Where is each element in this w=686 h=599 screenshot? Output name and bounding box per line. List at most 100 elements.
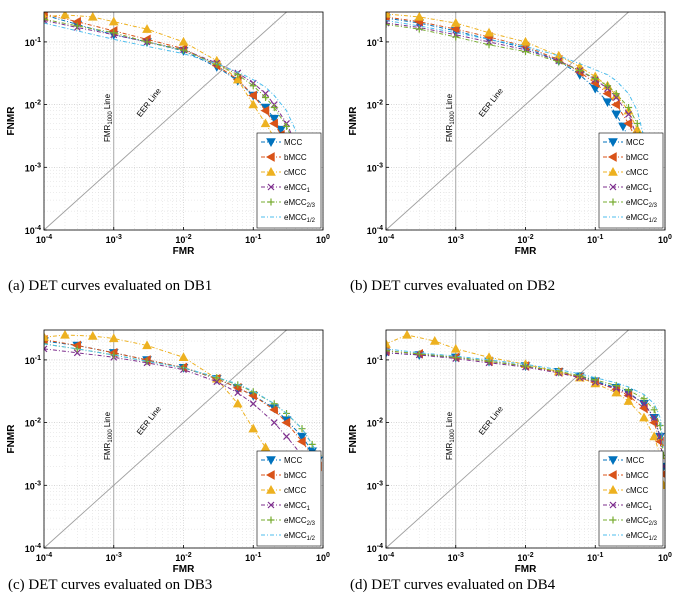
- x-tick-label: 100: [316, 234, 330, 245]
- x-tick-label: 10-2: [175, 552, 191, 563]
- series-mcc-point: [602, 98, 613, 108]
- y-tick-label: 10-3: [25, 480, 41, 491]
- series-emcc-1-point: [44, 17, 48, 24]
- eer-line: [43, 329, 287, 549]
- series-cmcc-point: [142, 24, 152, 33]
- series-emcc-2-3-point: [110, 29, 118, 37]
- series-cmcc-point: [639, 412, 649, 422]
- x-tick-label: 10-3: [106, 552, 122, 563]
- legend-item-bmcc-marker: [607, 470, 617, 480]
- series-bmcc-point: [602, 88, 612, 99]
- series-cmcc-point: [649, 431, 660, 441]
- legend-item-bmcc: bMCC: [261, 152, 307, 162]
- legend-item-mcc-marker: [608, 456, 618, 466]
- y-tick-label: 10-3: [25, 162, 41, 173]
- legend-item-emcc-1: eMCC1: [603, 501, 653, 512]
- series-emcc-2-3-point: [213, 60, 221, 68]
- y-tick-label: 10-2: [25, 100, 41, 111]
- series-bmcc-point: [296, 436, 306, 447]
- series-emcc-2-3-point: [452, 353, 460, 361]
- y-tick-label: 10-2: [367, 418, 383, 429]
- eer-line: [385, 11, 629, 231]
- series-emcc-1-point: [270, 419, 278, 427]
- series-cmcc-point: [386, 338, 391, 348]
- legend-item-cmcc-label: cMCC: [626, 168, 648, 177]
- legend-item-cmcc-marker: [266, 166, 276, 176]
- series-cmcc-point: [611, 387, 622, 397]
- series-emcc-1-2: [44, 22, 303, 152]
- series-emcc-1-2: [386, 348, 664, 448]
- legend-item-emcc-1-marker: [267, 183, 275, 191]
- x-tick-label: 10-1: [587, 552, 603, 563]
- y-tick-label: 10-1: [25, 355, 41, 366]
- series-cmcc-point: [108, 16, 119, 26]
- legend-item-emcc-2-3-label: eMCC2/3: [626, 198, 658, 209]
- series-emcc-2-3-point: [283, 122, 291, 130]
- legend-item-bmcc: bMCC: [261, 470, 307, 480]
- series-mcc-point: [276, 125, 286, 135]
- series-cmcc-point: [260, 118, 271, 128]
- series-emcc-2-3-point: [213, 374, 221, 382]
- series-emcc-2-3-point: [640, 395, 648, 403]
- legend-item-cmcc-label: cMCC: [626, 486, 648, 495]
- legend-box: [598, 132, 664, 229]
- x-axis-label: FMR: [173, 564, 195, 575]
- legend-item-emcc-1-2-label: eMCC1/2: [284, 213, 316, 224]
- reference-lines: [43, 11, 287, 231]
- series-group: [386, 330, 665, 490]
- legend-item-mcc-marker: [266, 138, 276, 148]
- x-tick-label: 100: [658, 552, 672, 563]
- legend-item-cmcc: cMCC: [603, 484, 648, 495]
- series-bmcc-point: [260, 105, 270, 116]
- x-tick-label: 10-1: [587, 234, 603, 245]
- series-mcc-point: [269, 114, 280, 124]
- series-emcc-2-3-point: [522, 362, 529, 370]
- fmr1000-line-label: FMR1000 Line: [445, 93, 456, 142]
- legend-item-cmcc: cMCC: [261, 484, 306, 495]
- series-emcc-1-2-line: [386, 19, 645, 138]
- legend-item-emcc-1-2-label: eMCC1/2: [626, 213, 658, 224]
- legend-item-emcc-1-2: eMCC1/2: [603, 213, 658, 224]
- series-emcc-1-point: [44, 345, 48, 353]
- series-mcc-point: [611, 110, 622, 120]
- legend-item-emcc-1-label: eMCC1: [626, 183, 653, 194]
- y-tick-label: 10-4: [25, 225, 41, 236]
- series-emcc-2-3-point: [180, 46, 187, 54]
- series-emcc-2-3-point: [386, 347, 390, 355]
- y-tick-label: 10-4: [367, 225, 383, 236]
- y-axis-label: FNMR: [348, 424, 359, 454]
- legend-item-emcc-2-3-marker: [267, 198, 275, 206]
- series-emcc-1-point: [283, 433, 290, 440]
- legend-item-mcc-marker: [266, 456, 276, 466]
- y-axis-label: FNMR: [6, 106, 17, 136]
- fmr1000-line-label: FMR1000 Line: [445, 411, 456, 460]
- y-tick-label: 10-3: [367, 162, 383, 173]
- series-emcc-1-point: [625, 390, 632, 398]
- legend-item-emcc-1-2: eMCC1/2: [603, 531, 658, 542]
- x-tick-label: 10-2: [517, 234, 533, 245]
- ticks: [385, 41, 666, 231]
- series-emcc-2-3-point: [555, 58, 563, 66]
- fmr1000-line-label: FMR1000 Line: [103, 411, 114, 460]
- caption-3: (c) DET curves evaluated on DB3: [8, 577, 212, 593]
- x-tick-label: 10-4: [378, 552, 394, 563]
- series-emcc-2-3-point: [650, 406, 658, 414]
- series-emcc-2-3-point: [143, 38, 151, 46]
- series-cmcc-point: [429, 336, 440, 345]
- legend-item-bmcc-label: bMCC: [284, 153, 307, 162]
- series-emcc-2-3-point: [633, 119, 641, 127]
- legend-item-bmcc: bMCC: [603, 152, 649, 162]
- ticks: [385, 359, 666, 549]
- series-emcc-2-3: [386, 347, 665, 459]
- legend-item-emcc-1-2-label: eMCC1/2: [284, 531, 316, 542]
- y-tick-label: 10-1: [25, 37, 41, 48]
- legend-item-mcc-marker: [608, 138, 618, 148]
- x-tick-label: 10-2: [175, 234, 191, 245]
- legend-item-mcc: MCC: [603, 456, 644, 466]
- series-emcc-1-point: [640, 400, 648, 408]
- series-emcc-2-3-point: [612, 382, 620, 390]
- legend-item-emcc-2-3: eMCC2/3: [261, 198, 316, 209]
- y-tick-label: 10-2: [25, 418, 41, 429]
- legend-item-emcc-2-3-marker: [609, 198, 617, 206]
